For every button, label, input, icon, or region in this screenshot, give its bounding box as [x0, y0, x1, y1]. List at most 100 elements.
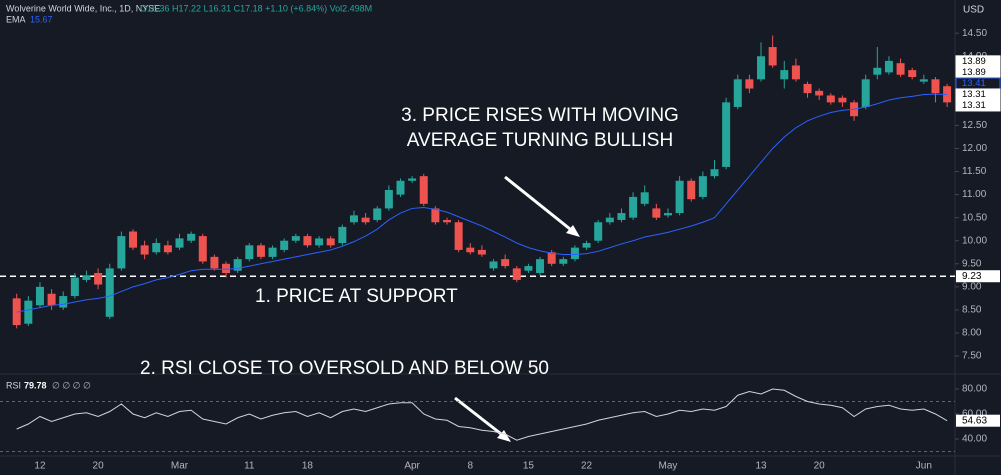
rsi-title: RSI: [6, 380, 21, 390]
y-tick-label: 8.50: [962, 305, 982, 316]
x-tick-label: 20: [93, 461, 105, 472]
candle-body: [35, 286, 44, 306]
candle-body: [501, 259, 510, 267]
x-tick-label: 18: [302, 461, 314, 472]
candle-body: [861, 79, 870, 107]
candle-body: [745, 79, 754, 89]
candle-body: [82, 275, 91, 280]
candle-body: [629, 196, 638, 218]
candle-body: [931, 79, 940, 94]
arrow: [504, 175, 576, 235]
candle-body: [454, 222, 463, 250]
candle-body: [675, 180, 684, 214]
candle-body: [140, 245, 149, 255]
rsi-tag: [956, 414, 1000, 427]
candle-body: [105, 268, 114, 317]
x-tick-label: 22: [581, 461, 593, 472]
arrow: [454, 396, 506, 439]
candle-body: [582, 243, 591, 248]
y-tick-label: 12.00: [962, 143, 987, 154]
y-tick-label: 10.50: [962, 212, 987, 223]
support-tag-label: 9.23: [962, 271, 982, 282]
y-tick-label: 12.50: [962, 120, 987, 131]
x-tick-label: 13: [755, 461, 767, 472]
candle-body: [919, 79, 928, 82]
annotation: AVERAGE TURNING BULLISH: [407, 130, 673, 151]
y-tick-label: 9.00: [962, 281, 982, 292]
candle-body: [361, 217, 370, 223]
candle-body: [70, 277, 79, 297]
currency[interactable]: USD: [963, 5, 984, 16]
y-tick-label: 9.50: [962, 258, 982, 269]
candle-body: [687, 180, 696, 200]
candle-body: [791, 65, 800, 80]
candle-body: [129, 231, 137, 248]
x-tick-label: 12: [34, 461, 46, 472]
arrow-head: [497, 430, 511, 442]
candle-body: [617, 213, 626, 220]
candle-body: [663, 213, 672, 216]
annotation: 1. PRICE AT SUPPORT: [255, 286, 458, 307]
candle-body: [384, 189, 393, 209]
candle-body: [605, 217, 614, 223]
candle-body: [210, 256, 219, 269]
candle-body: [280, 240, 289, 250]
candle-body: [768, 47, 777, 66]
price-tag: [955, 99, 1001, 112]
y-tick-label: 7.50: [962, 351, 982, 362]
symbol-title: Wolverine World Wide, Inc., 1D, NYSE: [6, 3, 160, 13]
candle-body: [489, 261, 498, 269]
x-tick-label: 8: [467, 461, 473, 472]
candle-body: [803, 83, 812, 94]
candle-body: [24, 300, 33, 324]
y-tick-label: 14.50: [962, 28, 987, 39]
candle-body: [477, 249, 486, 255]
candle-body: [722, 102, 731, 167]
candle-body: [175, 238, 184, 248]
rsi-tag-label: 54.63: [962, 415, 987, 426]
y-tick-label: 8.00: [962, 328, 982, 339]
candle-body: [163, 245, 172, 253]
annotation: 2. RSI CLOSE TO OVERSOLD AND BELOW 50: [140, 358, 549, 379]
candle-body: [826, 95, 835, 103]
candle-body: [780, 70, 789, 80]
candle-body: [59, 296, 68, 308]
arrow-head: [566, 225, 580, 237]
rsi-params: ∅ ∅ ∅ ∅: [52, 380, 91, 390]
y-tick-label: 80.00: [962, 384, 987, 395]
candle-body: [268, 247, 277, 257]
price-tag-label: 13.31: [962, 100, 986, 111]
candle-body: [757, 56, 766, 80]
candle-body: [222, 263, 231, 273]
candle-body: [373, 208, 382, 220]
candle-body: [152, 243, 161, 253]
candle-body: [733, 79, 742, 107]
candle-body: [536, 259, 545, 273]
candle-body: [47, 293, 56, 306]
candle-body: [338, 226, 347, 244]
x-tick-label: Mar: [171, 461, 189, 472]
candle-body: [349, 215, 358, 223]
candle-body: [884, 60, 893, 73]
x-tick-label: May: [659, 461, 678, 472]
candle-body: [524, 266, 533, 271]
price-tag-label: 13.89: [962, 56, 986, 67]
y-tick-label: 11.50: [962, 166, 987, 177]
x-tick-label: 15: [523, 461, 535, 472]
ohlc-text: O16.36 H17.22 L16.31 C17.18 +1.10 (+6.84…: [140, 3, 372, 13]
candle-body: [838, 97, 847, 103]
y-tick-label: 60.00: [962, 409, 987, 420]
candle-body: [233, 259, 242, 271]
candle-body: [594, 222, 603, 241]
candle-body: [652, 208, 661, 218]
candle-body: [443, 219, 452, 223]
x-tick-label: 11: [244, 461, 255, 472]
candle-body: [245, 245, 254, 260]
candle-body: [512, 268, 521, 280]
rsi-reading: 79.78: [24, 380, 47, 390]
support-tag: [956, 270, 1000, 283]
candle-body: [94, 272, 103, 285]
candle-body: [291, 236, 300, 241]
